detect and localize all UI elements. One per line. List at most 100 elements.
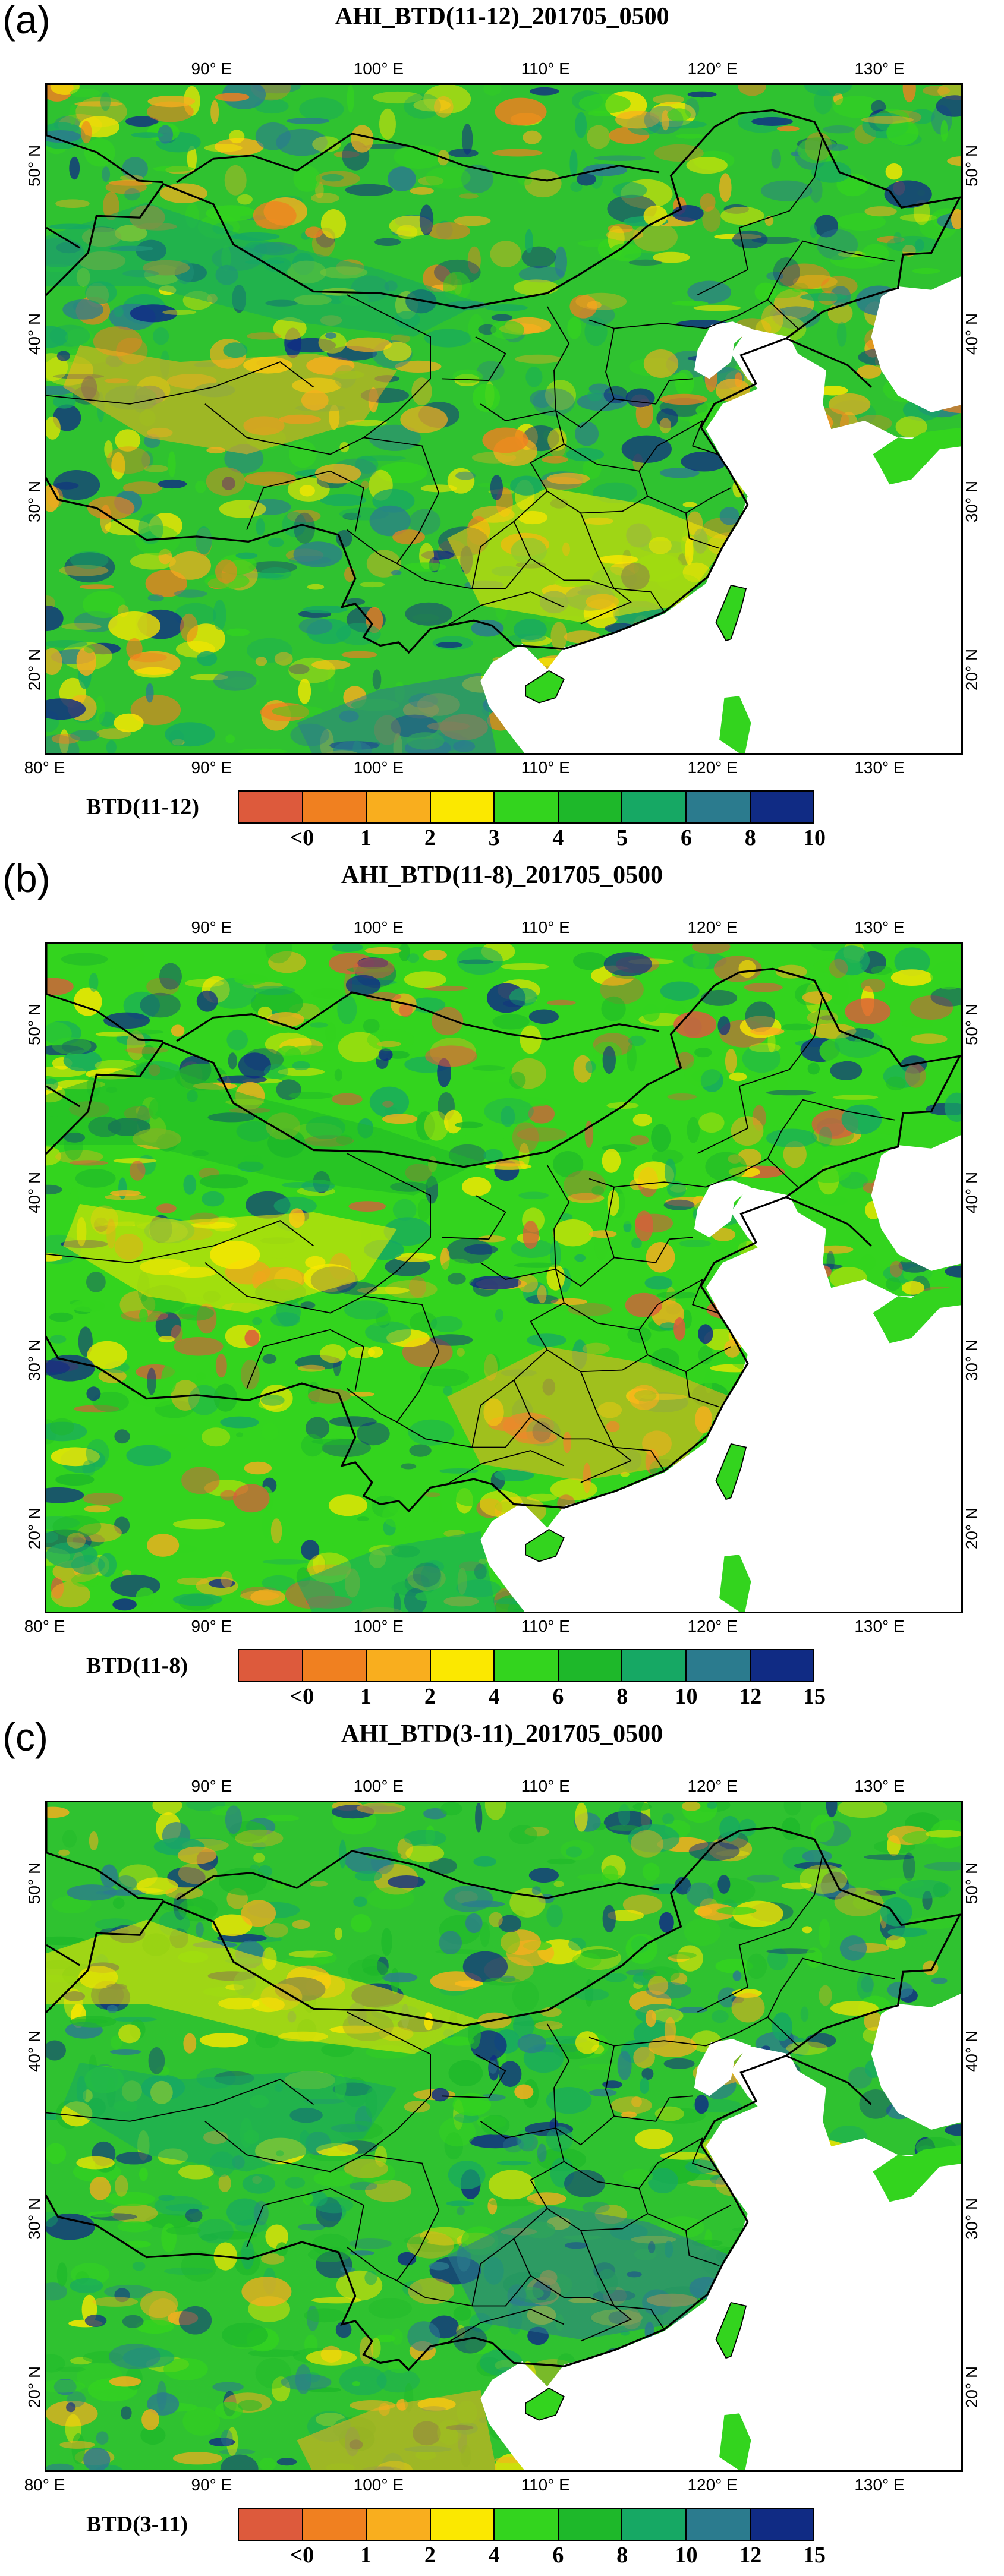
field-blotch: [158, 125, 173, 144]
province-border: [767, 240, 895, 301]
field-blotch: [273, 317, 307, 340]
field-blotch: [382, 1114, 418, 1124]
field-blotch: [337, 994, 357, 1024]
field-blotch: [141, 450, 153, 469]
country-border: [176, 991, 660, 1042]
field-blotch: [172, 739, 185, 746]
island: [719, 696, 751, 753]
field-blotch: [241, 1900, 276, 1927]
field-blotch: [306, 1417, 330, 1439]
field-blotch: [434, 96, 454, 118]
field-blotch: [729, 1072, 747, 1082]
field-blotch: [408, 2278, 455, 2304]
field-blotch: [209, 978, 257, 1009]
field-blotch: [603, 952, 652, 976]
field-blotch: [914, 239, 925, 251]
lon-label-top: 100° E: [353, 918, 404, 937]
field-blotch: [369, 1086, 410, 1118]
field-blotch: [517, 2033, 546, 2054]
field-blotch: [92, 1391, 129, 1412]
lon-label-bottom: 80° E: [24, 1617, 65, 1635]
province-border: [697, 1852, 824, 2013]
field-blotch: [241, 2277, 292, 2307]
field-blotch: [242, 2174, 275, 2194]
field-blotch: [427, 222, 470, 240]
field-blotch: [372, 669, 382, 690]
field-blotch: [416, 1111, 435, 1141]
field-blotch: [49, 324, 90, 347]
field-blotch: [767, 1031, 776, 1053]
field-blotch: [292, 1061, 310, 1071]
field-blotch: [732, 1970, 742, 1981]
field-blotch: [719, 507, 739, 525]
field-blotch: [146, 683, 154, 703]
colorbar-tick-label: 1: [360, 1684, 372, 1709]
province-border: [614, 1181, 706, 1188]
field-blotch: [310, 1881, 328, 1887]
field-blotch: [569, 295, 597, 319]
field-blotch: [642, 1862, 660, 1881]
field-blotch: [46, 2143, 67, 2164]
field-blotch: [318, 332, 347, 354]
field-blotch: [155, 2066, 170, 2077]
field-blotch: [360, 1303, 395, 1326]
island-border: [525, 1528, 565, 1562]
field-blotch: [602, 2080, 622, 2089]
field-blotch: [161, 1364, 177, 1394]
province-border: [555, 2036, 615, 2146]
field-blotch: [659, 468, 700, 478]
field-blotch: [778, 263, 830, 290]
field-blotch: [199, 1174, 248, 1189]
field-blotch: [575, 2031, 600, 2054]
field-blotch: [484, 1977, 521, 1986]
field-blotch: [253, 1853, 265, 1863]
colorbar-tick-label: 8: [616, 2543, 628, 2568]
field-blotch: [744, 982, 783, 992]
field-blotch: [397, 2252, 417, 2266]
field-blotch: [339, 2366, 387, 2395]
field-blotch: [159, 963, 182, 990]
field-blotch: [660, 393, 707, 405]
field-blotch: [627, 1326, 652, 1344]
field-blotch: [497, 2161, 531, 2166]
field-blotch: [448, 2161, 486, 2189]
province-border: [46, 361, 314, 405]
lat-label-left: 30° N: [25, 481, 43, 523]
field-blotch: [126, 1445, 171, 1467]
field-blotch: [408, 1276, 427, 1298]
panel-title: AHI_BTD(3-11)_201705_0500: [341, 1720, 663, 1748]
field-blotch: [178, 2164, 215, 2180]
field-blotch: [707, 1878, 756, 1904]
field-blotch: [301, 1540, 320, 1560]
field-blotch: [513, 619, 547, 641]
field-blotch: [565, 447, 605, 462]
field-blotch: [83, 1492, 124, 1505]
field-blotch: [322, 174, 344, 182]
field-blotch: [353, 957, 395, 979]
field-blotch: [172, 2452, 222, 2465]
field-blotch: [499, 2061, 522, 2088]
field-blotch: [805, 1947, 823, 1968]
field-blotch: [439, 1258, 476, 1288]
field-blotch: [208, 2438, 235, 2447]
field-blotch: [630, 1135, 649, 1146]
field-blotch: [148, 2047, 165, 2074]
field-blotch: [152, 1802, 182, 1815]
province-border: [480, 2023, 570, 2139]
field-blotch: [262, 1559, 309, 1565]
field-blotch: [363, 144, 407, 149]
field-blotch: [115, 2175, 128, 2197]
field-blotch: [489, 2199, 536, 2207]
field-blotch: [181, 2250, 217, 2282]
field-blotch: [263, 1923, 289, 1938]
lat-label-left: 20° N: [25, 2366, 43, 2408]
lat-label-right: 40° N: [962, 2030, 981, 2072]
field-blotch: [187, 146, 197, 172]
lat-label-right: 50° N: [962, 1862, 981, 1905]
field-blotch: [530, 390, 555, 408]
field-blotch: [310, 1022, 328, 1028]
field-blotch: [664, 961, 691, 979]
field-blotch: [631, 1238, 642, 1248]
field-blotch: [356, 1422, 390, 1446]
field-blotch: [716, 1906, 757, 1915]
